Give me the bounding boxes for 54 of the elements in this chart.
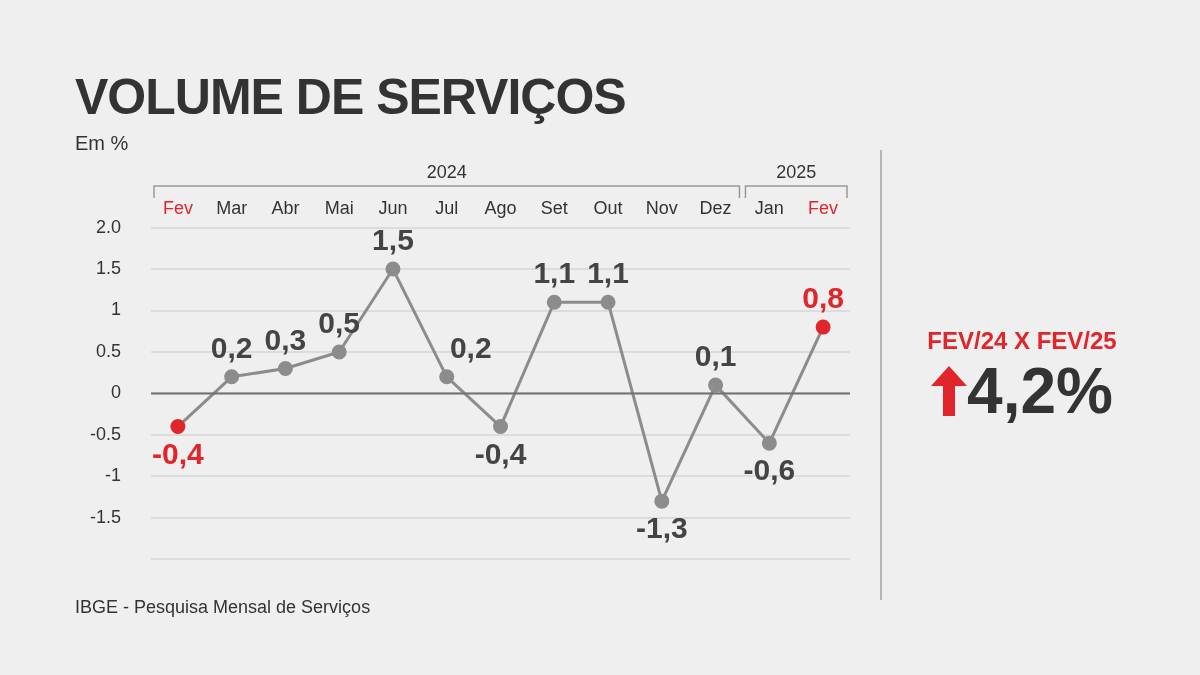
data-label: 1,1 — [533, 256, 576, 290]
point — [815, 319, 831, 335]
text: IBGE - Pesquisa Mensal de Serviços — [75, 597, 371, 618]
x-tick-label: Abr — [271, 197, 300, 218]
data-label: -0,4 — [474, 436, 527, 470]
x-tick-label: Ago — [484, 197, 517, 218]
text: 1 — [111, 299, 122, 320]
x-tick-label: Nov — [645, 197, 678, 218]
data-label: 0,2 — [210, 331, 253, 365]
point — [385, 261, 401, 277]
data-label: 0,1 — [694, 339, 737, 373]
x-tick-label: Out — [593, 197, 623, 218]
x-tick-label: Mar — [216, 197, 248, 218]
data-label: 1,5 — [372, 223, 414, 257]
data-label: 0,8 — [802, 281, 844, 315]
text: 2025 — [776, 161, 817, 182]
x-tick-label: Mai — [324, 197, 354, 218]
point — [761, 435, 777, 451]
x-tick-label: Set — [540, 197, 568, 218]
text: 1.5 — [95, 258, 122, 279]
x-tick-label: Fev — [162, 197, 193, 218]
text: 0.5 — [95, 340, 122, 361]
point — [708, 377, 724, 393]
x-tick-label: Fev — [808, 197, 839, 218]
data-label: 0,2 — [449, 331, 492, 365]
point — [493, 419, 509, 435]
data-label: 1,1 — [587, 256, 629, 290]
y-axis-title: Em % — [75, 132, 129, 155]
x-tick-label: Dez — [699, 197, 732, 218]
data-label: -0,4 — [152, 436, 205, 470]
point — [654, 493, 670, 509]
point — [331, 344, 347, 360]
text: 2.0 — [95, 216, 122, 237]
point — [224, 369, 240, 385]
point — [170, 419, 186, 435]
text: 0 — [111, 382, 122, 403]
text: 4,2% — [967, 355, 1113, 427]
data-label: -0,6 — [743, 453, 796, 487]
point — [439, 369, 455, 385]
chart-title: VOLUME DE SERVIÇOS — [75, 68, 626, 126]
data-label: 0,3 — [264, 322, 307, 356]
data-label: 0,5 — [318, 306, 361, 340]
text: FEV/24 X FEV/25 — [927, 327, 1117, 355]
data-label: -1,3 — [635, 511, 688, 545]
x-tick-label: Jan — [754, 197, 784, 218]
x-tick-label: Jul — [435, 197, 459, 218]
text: 2024 — [426, 161, 467, 182]
text: -1.5 — [89, 506, 122, 527]
point — [600, 294, 616, 310]
text: -0.5 — [89, 423, 122, 444]
text: -1 — [105, 465, 122, 486]
x-tick-label: Jun — [378, 197, 408, 218]
point — [277, 361, 293, 377]
point — [546, 294, 562, 310]
